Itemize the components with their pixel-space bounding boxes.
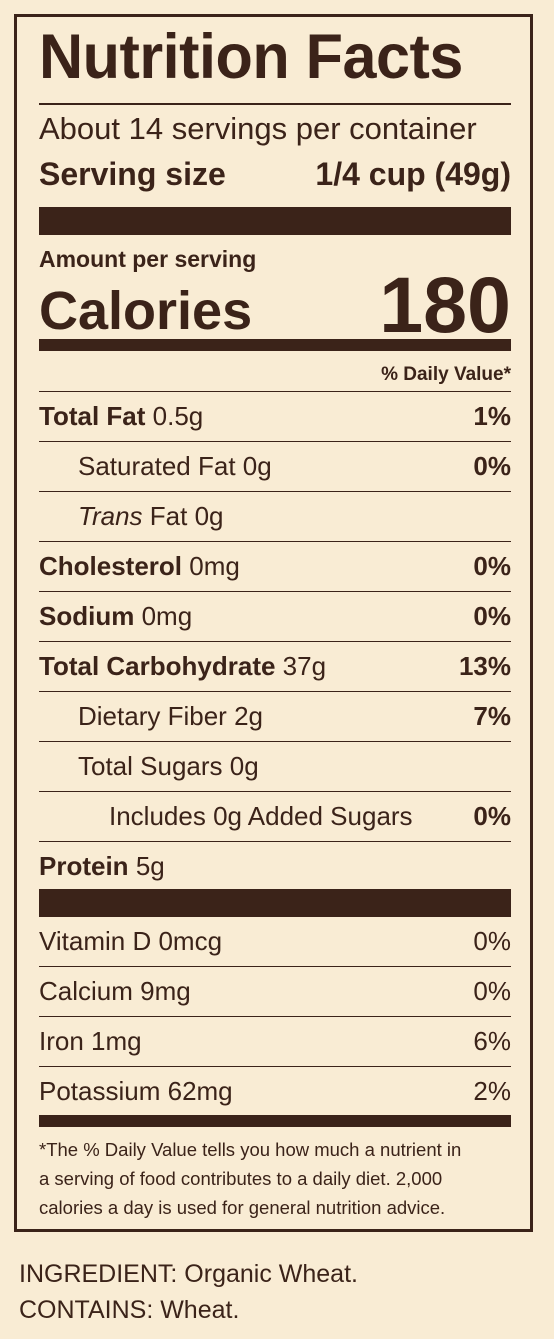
nutrient-amount: 0mg: [189, 550, 240, 581]
nutrient-name: Sodium: [39, 600, 135, 631]
vitamin-dv: 6%: [473, 1025, 511, 1056]
vitamin-text: Calcium 9mg: [39, 975, 191, 1006]
nutrient-row-trans-fat: Trans Fat 0g: [39, 491, 511, 540]
nutrient-amount: 0g: [242, 450, 272, 481]
nutrient-name: Dietary Fiber: [78, 700, 227, 731]
nutrient-name: Total Fat: [39, 400, 146, 431]
amount-per-serving: Amount per serving: [39, 246, 257, 272]
vitamin-dv: 0%: [473, 975, 511, 1006]
allergen-statement: CONTAINS: Wheat.: [19, 1296, 240, 1324]
nutrient-row-cholesterol: Cholesterol 0mg 0%: [39, 541, 511, 590]
calories-rule: [39, 339, 511, 351]
nutrient-amount: 5g: [135, 850, 165, 881]
nutrient-amount: 37g: [282, 650, 327, 681]
daily-value-header: % Daily Value*: [381, 364, 511, 385]
footnote-line: a serving of food contributes to a daily…: [39, 1168, 443, 1189]
calories-label: Calories: [39, 281, 253, 341]
nutrient-dv: 0%: [473, 600, 511, 631]
nutrient-amount: 2g: [234, 700, 263, 731]
footnote-line: *The % Daily Value tells you how much a …: [39, 1139, 462, 1160]
vitamin-row-iron: Iron 1mg 6%: [39, 1016, 511, 1065]
nutrient-dv: 1%: [473, 400, 511, 431]
vitamin-text: Vitamin D 0mcg: [39, 926, 223, 956]
nutrient-name: Total Sugars: [78, 750, 223, 781]
footnote-line: calories a day is used for general nutri…: [39, 1197, 446, 1218]
nutrient-row-saturated-fat: Saturated Fat 0g 0%: [39, 441, 511, 490]
nutrition-facts-panel: Nutrition Facts About 14 servings per co…: [14, 14, 533, 1232]
nutrient-row-protein: Protein 5g: [39, 841, 511, 890]
calories-row: Calories 180: [39, 265, 511, 344]
vitamin-dv: 2%: [473, 1075, 511, 1106]
nutrient-name-italic: Trans: [78, 500, 143, 531]
vitamin-row-potassium: Potassium 62mg 2%: [39, 1066, 511, 1115]
nutrient-name: Fat: [149, 500, 188, 531]
nutrient-row-dietary-fiber: Dietary Fiber 2g 7%: [39, 691, 511, 740]
ingredient-statement: INGREDIENT: Organic Wheat.: [19, 1260, 358, 1288]
nutrient-row-total-sugars: Total Sugars 0g: [39, 741, 511, 790]
calories-value: 180: [379, 260, 511, 349]
nutrient-name: Saturated Fat: [78, 450, 236, 481]
nutrient-name: Cholesterol: [39, 550, 183, 581]
vitamin-text: Iron 1mg: [39, 1025, 142, 1056]
nutrient-row-total-carbohydrate: Total Carbohydrate 37g 13%: [39, 641, 511, 690]
nutrient-row-added-sugars: Includes 0g Added Sugars 0%: [39, 791, 511, 840]
nutrient-dv: 0%: [473, 550, 511, 581]
nutrient-amount: 0.5g: [152, 400, 204, 431]
servings-per-container: About 14 servings per container: [39, 111, 477, 146]
nutrient-name: Includes 0g Added Sugars: [109, 800, 413, 831]
title-rule: [39, 103, 511, 105]
serving-size-value: 1/4 cup (49g): [315, 156, 511, 192]
nutrient-name: Protein: [39, 850, 129, 881]
thick-rule-top: [39, 207, 511, 235]
nutrient-row-total-fat: Total Fat 0.5g 1%: [39, 391, 511, 440]
vitamin-dv: 0%: [473, 926, 511, 956]
serving-size-row: Serving size 1/4 cup (49g): [39, 158, 511, 190]
nutrient-row-sodium: Sodium 0mg 0%: [39, 591, 511, 640]
label-title: Nutrition Facts: [39, 22, 463, 92]
nutrient-dv: 0%: [473, 450, 511, 481]
footnote: *The % Daily Value tells you how much a …: [39, 1135, 511, 1222]
nutrient-amount: 0g: [229, 750, 259, 781]
footnote-rule: [39, 1115, 511, 1127]
nutrient-dv: 0%: [473, 800, 511, 831]
nutrient-dv: 7%: [473, 700, 511, 731]
thick-rule-vitamins: [39, 889, 511, 917]
serving-size-label: Serving size: [39, 156, 226, 192]
nutrient-amount: 0g: [194, 500, 224, 531]
vitamin-text: Potassium 62mg: [39, 1075, 233, 1106]
vitamin-row-vitamin-d: Vitamin D 0mcg 0%: [39, 917, 511, 966]
nutrient-dv: 13%: [458, 650, 511, 681]
vitamin-row-calcium: Calcium 9mg 0%: [39, 966, 511, 1015]
nutrient-name: Total Carbohydrate: [39, 650, 276, 681]
nutrient-amount: 0mg: [141, 600, 193, 631]
